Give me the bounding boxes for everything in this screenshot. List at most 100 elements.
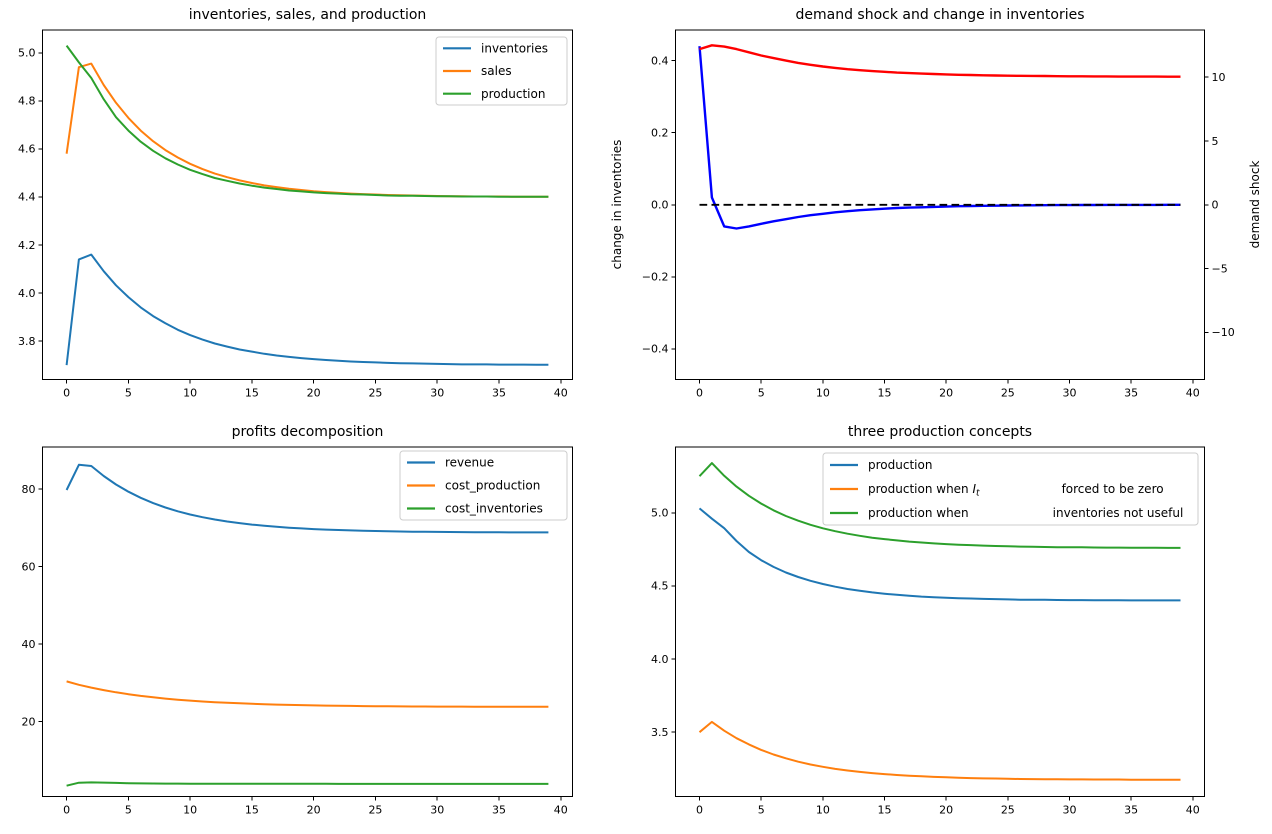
y-tick-label: 4.8	[18, 95, 36, 108]
x-tick-label: 0	[63, 387, 70, 400]
x-tick-label: 10	[816, 804, 830, 817]
series-line-production-when-inventories-not-useful	[698, 462, 1181, 549]
x-tick-label: 30	[1062, 804, 1076, 817]
axes-spines	[675, 29, 1205, 380]
x-tick-label: 5	[125, 387, 132, 400]
y-tick-label: 4.0	[18, 287, 36, 300]
series-line-inventories	[65, 253, 549, 366]
legend-text-part: inventories not useful	[1053, 506, 1184, 520]
y-tick-label: 4.5	[651, 580, 669, 593]
x-tick-label: 5	[758, 804, 765, 817]
axes-spines	[42, 29, 573, 380]
x-tick-label: 20	[307, 804, 321, 817]
legend-math: I	[972, 482, 976, 496]
x-tick-label: 25	[368, 387, 382, 400]
x-tick-label: 40	[554, 804, 568, 817]
chart-title: demand shock and change in inventories	[795, 7, 1084, 23]
legend-text-part: forced to be zero	[1062, 482, 1164, 496]
x-tick-label: 40	[1186, 387, 1200, 400]
series-line-production	[698, 507, 1181, 602]
legend-label-2: cost_inventories	[445, 502, 543, 516]
x-tick-label: 0	[63, 804, 70, 817]
legend: inventories sales production	[435, 36, 568, 106]
y-axis-right: −10 −5 0 5 10	[1204, 71, 1235, 339]
y-tick-label: 4.4	[18, 191, 36, 204]
x-tick-label: 10	[183, 804, 197, 817]
axes-spines	[675, 446, 1205, 797]
x-tick-label: 35	[1124, 804, 1138, 817]
x-tick-label: 30	[430, 387, 444, 400]
y-tick-label: −0.4	[642, 343, 669, 356]
y-tick-label: 40	[22, 638, 36, 651]
subplot-profits-decomposition: profits decomposition 0 5 10 15 20 25 30 35 4020…	[22, 424, 573, 817]
y-tick-label: 80	[22, 483, 36, 496]
series-line-production-when-i-t-forced-to-be-zero	[698, 720, 1181, 781]
x-tick-label: 25	[1001, 804, 1015, 817]
x-tick-label: 20	[939, 387, 953, 400]
right-y-axis-label: demand shock	[1248, 161, 1262, 249]
y-tick-right-label: 10	[1212, 71, 1226, 84]
x-tick-label: 35	[1124, 387, 1138, 400]
x-tick-label: 30	[430, 804, 444, 817]
y-tick-right-label: −10	[1212, 326, 1235, 339]
y-tick-label: 0.0	[651, 199, 669, 212]
legend-label-1: cost_production	[445, 479, 540, 493]
legend-label-1: sales	[481, 64, 512, 78]
y-axis-left: −0.4 −0.2 0.0 0.2 0.4	[642, 54, 676, 356]
chart-title: profits decomposition	[232, 424, 384, 440]
y-tick-label: 0.4	[651, 54, 669, 67]
y-tick-label: −0.2	[642, 271, 669, 284]
chart-title: inventories, sales, and production	[189, 7, 427, 23]
x-tick-label: 35	[492, 387, 506, 400]
legend-math-sub: t	[976, 489, 980, 499]
y-tick-label: 3.5	[651, 726, 669, 739]
x-tick-label: 20	[939, 804, 953, 817]
series-line-production	[65, 45, 549, 198]
x-tick-label: 15	[878, 804, 892, 817]
legend-frame	[435, 36, 568, 106]
x-tick-label: 20	[307, 387, 321, 400]
legend-label-0: production	[868, 458, 932, 472]
x-tick-label: 0	[696, 387, 703, 400]
legend-text-part: production when	[868, 482, 972, 496]
x-tick-label: 15	[245, 804, 259, 817]
y-tick-label: 5.0	[18, 47, 36, 60]
left-y-axis-label: change in inventories	[610, 140, 624, 270]
y-tick-label: 0.2	[651, 126, 669, 139]
x-tick-label: 5	[758, 387, 765, 400]
legend-label-2: production	[481, 87, 545, 101]
x-axis: 0 5 10 15 20 25 30 35 40	[63, 379, 568, 400]
series-line-cost-production	[66, 680, 549, 708]
series-line-demand-shock	[699, 44, 1181, 78]
x-tick-label: 10	[816, 387, 830, 400]
series-line-cost-inventories	[66, 781, 549, 787]
axes-spines	[42, 446, 573, 797]
y-tick-label: 4.2	[18, 239, 36, 252]
y-tick-label: 4.6	[18, 143, 36, 156]
x-axis: 0 5 10 15 20 25 30 35 40	[63, 796, 568, 817]
y-tick-label: 20	[22, 716, 36, 729]
legend-label-2: production when inventories not useful	[868, 506, 1183, 520]
legend: revenue cost_production cost_inventories	[399, 450, 568, 521]
legend-frame	[399, 450, 568, 521]
x-tick-label: 40	[1186, 804, 1200, 817]
legend-label-0: revenue	[445, 456, 494, 470]
x-tick-label: 35	[492, 804, 506, 817]
legend-label-0: inventories	[481, 42, 548, 56]
x-tick-label: 25	[1001, 387, 1015, 400]
x-axis: 0 5 10 15 20 25 30 35 40	[696, 796, 1200, 817]
y-tick-label: 4.0	[651, 653, 669, 666]
x-tick-label: 25	[368, 804, 382, 817]
legend-text-part: production when	[868, 506, 969, 520]
x-tick-label: 10	[183, 387, 197, 400]
legend-frame	[822, 452, 1199, 526]
y-tick-right-label: −5	[1212, 262, 1228, 275]
y-tick-label: 5.0	[651, 507, 669, 520]
y-tick-label: 3.8	[18, 335, 36, 348]
subplot-three-production-concepts: three production concepts 0 5 10 15 20 25 30 35…	[651, 424, 1205, 817]
y-axis-left: 20 40 60 80	[22, 483, 43, 729]
y-tick-right-label: 0	[1212, 199, 1219, 212]
x-tick-label: 15	[878, 387, 892, 400]
